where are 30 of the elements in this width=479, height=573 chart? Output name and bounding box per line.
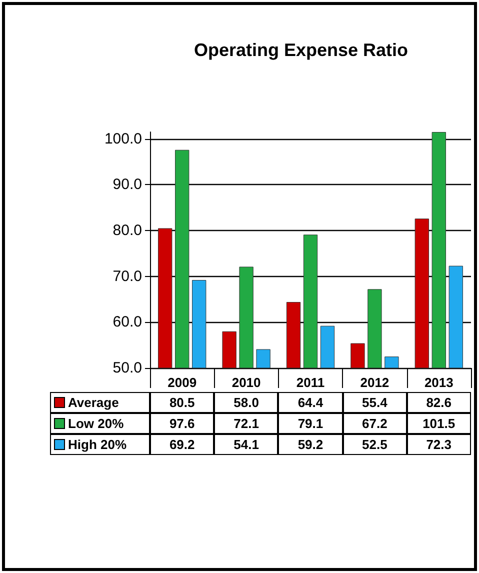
y-tick-label: 80.0 [112, 222, 142, 240]
data-label: 97.6 [150, 413, 214, 434]
data-label: 72.1 [214, 413, 278, 434]
data-label: 79.1 [278, 413, 343, 434]
data-label: 58.0 [214, 392, 278, 413]
y-tick-label: 70.0 [112, 268, 142, 285]
y-tick-label: 60.0 [112, 314, 142, 331]
y-tick-label: 100.0 [104, 130, 142, 148]
data-label: 67.2 [342, 413, 407, 434]
legend-label: Low 20% [68, 416, 124, 431]
data-label: 80.5 [150, 392, 214, 413]
x-tick-label: 2012 [360, 375, 390, 390]
data-label: 69.2 [150, 434, 214, 455]
data-label: 55.4 [342, 392, 407, 413]
x-tick-label: 2009 [168, 375, 197, 390]
data-label: 101.5 [406, 413, 471, 434]
x-tick-label: 2013 [424, 375, 454, 390]
chart-title: Operating Expense Ratio [194, 40, 408, 60]
data-label: 52.5 [342, 434, 407, 455]
data-label: 72.3 [406, 434, 471, 455]
legend-label: Average [68, 395, 119, 410]
data-label: 54.1 [214, 434, 278, 455]
y-tick-label: 90.0 [112, 176, 142, 194]
data-label: 82.6 [406, 392, 471, 413]
legend-label: High 20% [68, 437, 127, 452]
data-label: 59.2 [278, 434, 343, 455]
data-label: 64.4 [278, 392, 343, 413]
x-tick-label: 2010 [232, 375, 261, 390]
y-tick-label: 50.0 [112, 360, 142, 376]
x-tick-label: 2011 [296, 375, 325, 390]
